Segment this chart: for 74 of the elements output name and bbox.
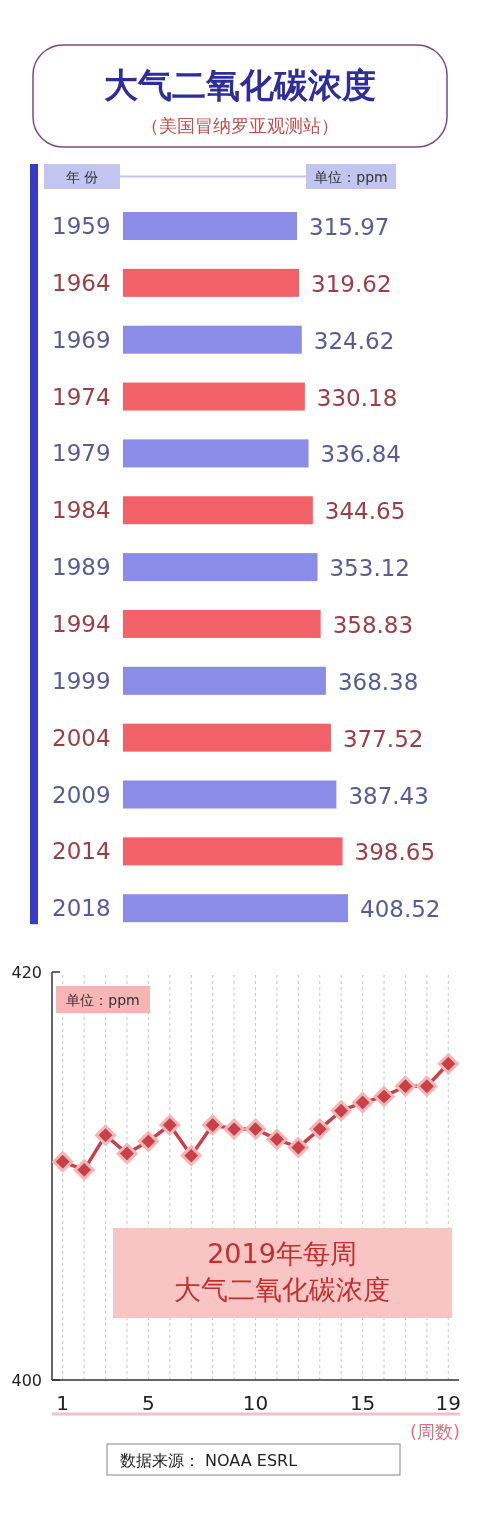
point xyxy=(52,1151,74,1173)
point xyxy=(437,1053,459,1075)
bar xyxy=(123,780,337,809)
point xyxy=(137,1130,159,1152)
text: 2019年每周 xyxy=(207,1238,357,1269)
bar xyxy=(123,496,313,525)
bar xyxy=(123,666,326,695)
point xyxy=(416,1075,438,1097)
data-label: 324.62 xyxy=(313,327,395,354)
y-tick-label: 1959 xyxy=(52,213,111,239)
data-label: 408.52 xyxy=(360,896,441,923)
chart-title: 大气二氧化碳浓度 xyxy=(104,65,376,105)
y-tick-label: 2014 xyxy=(52,838,111,865)
point xyxy=(73,1159,95,1181)
y-tick-label: 420 xyxy=(11,963,42,982)
y-tick-label: 2009 xyxy=(52,781,111,808)
bar xyxy=(123,268,300,297)
y-tick-label: 1984 xyxy=(52,497,111,524)
point xyxy=(245,1118,266,1140)
bar xyxy=(123,894,348,923)
data-label: 315.97 xyxy=(309,214,390,240)
point xyxy=(309,1118,331,1140)
bar xyxy=(123,837,343,866)
data-label: 330.18 xyxy=(316,384,398,411)
x-axis-title: (周数) xyxy=(409,1421,460,1442)
data-label: 353.12 xyxy=(329,555,410,582)
y-tick-label: 1989 xyxy=(52,554,111,581)
x-tick-label: 5 xyxy=(142,1391,155,1415)
point xyxy=(223,1118,245,1140)
point xyxy=(394,1075,416,1097)
y-axis-title: 单位：ppm xyxy=(66,992,140,1008)
x-axis-title: 单位：ppm xyxy=(314,169,388,185)
point xyxy=(330,1100,352,1122)
bar xyxy=(123,553,318,582)
y-axis-title: 年 份 xyxy=(65,169,99,185)
bar xyxy=(123,325,302,354)
data-label: 387.43 xyxy=(348,782,429,809)
x-tick-label: 19 xyxy=(435,1391,462,1415)
y-tick-label: 1969 xyxy=(52,326,111,353)
point xyxy=(287,1136,309,1158)
y-tick-label: 1994 xyxy=(52,610,111,637)
y-tick-label: 1999 xyxy=(52,667,111,694)
data-label: 336.84 xyxy=(320,441,402,468)
y-tick-label: 1979 xyxy=(52,440,111,467)
point xyxy=(266,1128,288,1150)
x-tick-label: 10 xyxy=(242,1391,269,1415)
data-label: 368.38 xyxy=(337,668,419,695)
y-tick-label: 1974 xyxy=(52,383,111,410)
data-label: 398.65 xyxy=(354,839,436,866)
source-note: 数据来源： NOAA ESRL xyxy=(120,1451,298,1470)
point xyxy=(352,1092,374,1114)
y-tick-label: 1964 xyxy=(52,269,111,296)
point xyxy=(202,1114,224,1136)
point xyxy=(373,1085,395,1107)
point xyxy=(95,1124,117,1146)
chart-subtitle: （美国冒纳罗亚观测站） xyxy=(141,115,339,136)
data-label: 344.65 xyxy=(324,498,406,525)
point xyxy=(180,1145,202,1167)
bar xyxy=(123,723,331,752)
y-tick-label: 2004 xyxy=(52,724,111,751)
x-tick-label: 15 xyxy=(349,1391,376,1415)
point xyxy=(116,1143,138,1165)
x-tick-label: 1 xyxy=(56,1391,70,1415)
bar xyxy=(123,212,298,240)
bar xyxy=(123,439,309,468)
y-tick-label: 400 xyxy=(11,1371,42,1390)
bar xyxy=(123,382,305,411)
text: 大气二氧化碳浓度 xyxy=(174,1274,390,1305)
y-tick-label: 2018 xyxy=(52,895,111,922)
data-label: 319.62 xyxy=(311,270,392,297)
data-label: 377.52 xyxy=(342,725,424,752)
data-label: 358.83 xyxy=(332,611,414,638)
bar xyxy=(123,609,321,638)
point xyxy=(159,1114,181,1136)
